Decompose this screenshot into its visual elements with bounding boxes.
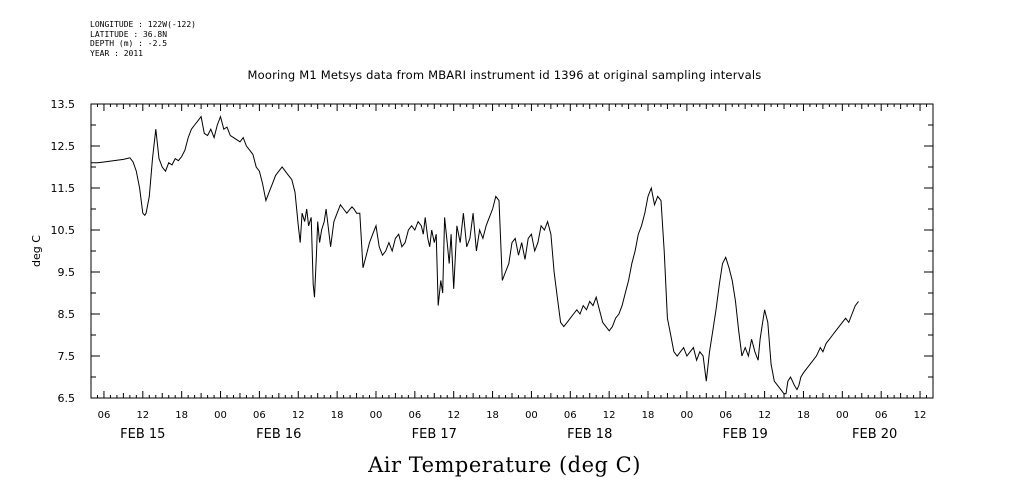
x-tick-label: 06 [98,410,111,421]
x-day-label: FEB 18 [567,427,612,442]
x-tick-label: 18 [175,410,188,421]
y-tick-label: 11.5 [51,182,76,195]
y-tick-label: 7.5 [58,350,76,363]
x-tick-label: 12 [292,410,305,421]
x-tick-label: 12 [914,410,927,421]
x-tick-label: 06 [719,410,732,421]
air-temperature-line [91,114,859,395]
variable-title: Air Temperature (deg C) [368,453,641,477]
x-day-label: FEB 17 [412,427,457,442]
x-tick-label: 00 [836,410,849,421]
x-tick-label: 00 [370,410,383,421]
plot-frame [90,103,934,399]
x-day-label: FEB 19 [723,427,768,442]
x-day-label: FEB 15 [120,427,165,442]
y-tick-label: 6.5 [58,392,76,405]
x-tick-label: 00 [681,410,694,421]
x-tick-label: 18 [642,410,655,421]
latitude-label: LATITUDE : 36.8N [90,29,168,39]
x-tick-label: 06 [875,410,888,421]
x-tick-label: 00 [214,410,227,421]
depth-label: DEPTH (m) : -2.5 [90,39,168,48]
y-tick-label: 12.5 [51,140,76,153]
x-tick-label: 12 [758,410,771,421]
longitude-label: LONGITUDE : 122W(-122) [90,20,196,29]
y-axis-label: deg C [30,235,43,267]
x-tick-label: 12 [447,410,460,421]
header-metadata: LONGITUDE : 122W(-122) LATITUDE : 36.8N … [90,20,196,58]
x-tick-label: 18 [797,410,810,421]
x-tick-label: 06 [253,410,266,421]
y-tick-label: 9.5 [58,266,76,279]
x-tick-label: 00 [525,410,538,421]
year-label: YEAR : 2011 [90,48,143,58]
x-tick-label: 18 [486,410,499,421]
x-day-label: FEB 16 [256,427,301,442]
axes: 6.5 7.5 8.5 9.5 10.5 11.5 12.5 13.5 06 12 18 00 06 12… [51,98,934,442]
x-tick-label: 12 [603,410,616,421]
chart-title: Mooring M1 Metsys data from MBARI instru… [247,68,762,82]
x-day-label: FEB 20 [852,427,897,442]
x-tick-label: 06 [408,410,421,421]
x-tick-label: 12 [136,410,149,421]
y-tick-label: 8.5 [58,308,76,321]
x-tick-label: 18 [331,410,344,421]
x-tick-label: 06 [564,410,577,421]
y-tick-label: 10.5 [51,224,76,237]
y-tick-label: 13.5 [51,98,76,111]
